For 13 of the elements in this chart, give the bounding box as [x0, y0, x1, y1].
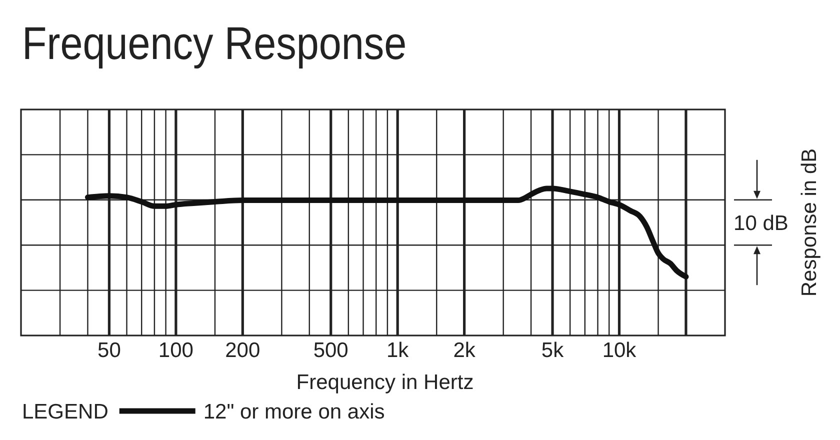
- chart-title: Frequency Response: [22, 18, 407, 70]
- x-tick-label: 10k: [602, 339, 637, 362]
- legend-label: 12" or more on axis: [203, 400, 385, 424]
- x-tick-label: 100: [158, 339, 194, 362]
- legend-title: LEGEND: [22, 400, 108, 424]
- x-tick-label: 1k: [386, 339, 410, 362]
- y-axis-title: Response in dB: [798, 148, 821, 297]
- x-tick-label: 2k: [453, 339, 476, 362]
- x-tick-label: 200: [225, 339, 260, 362]
- x-tick-label: 500: [313, 339, 348, 362]
- x-tick-label: 50: [98, 339, 121, 362]
- x-tick-label: 5k: [541, 339, 564, 362]
- x-axis-title: Frequency in Hertz: [296, 371, 474, 394]
